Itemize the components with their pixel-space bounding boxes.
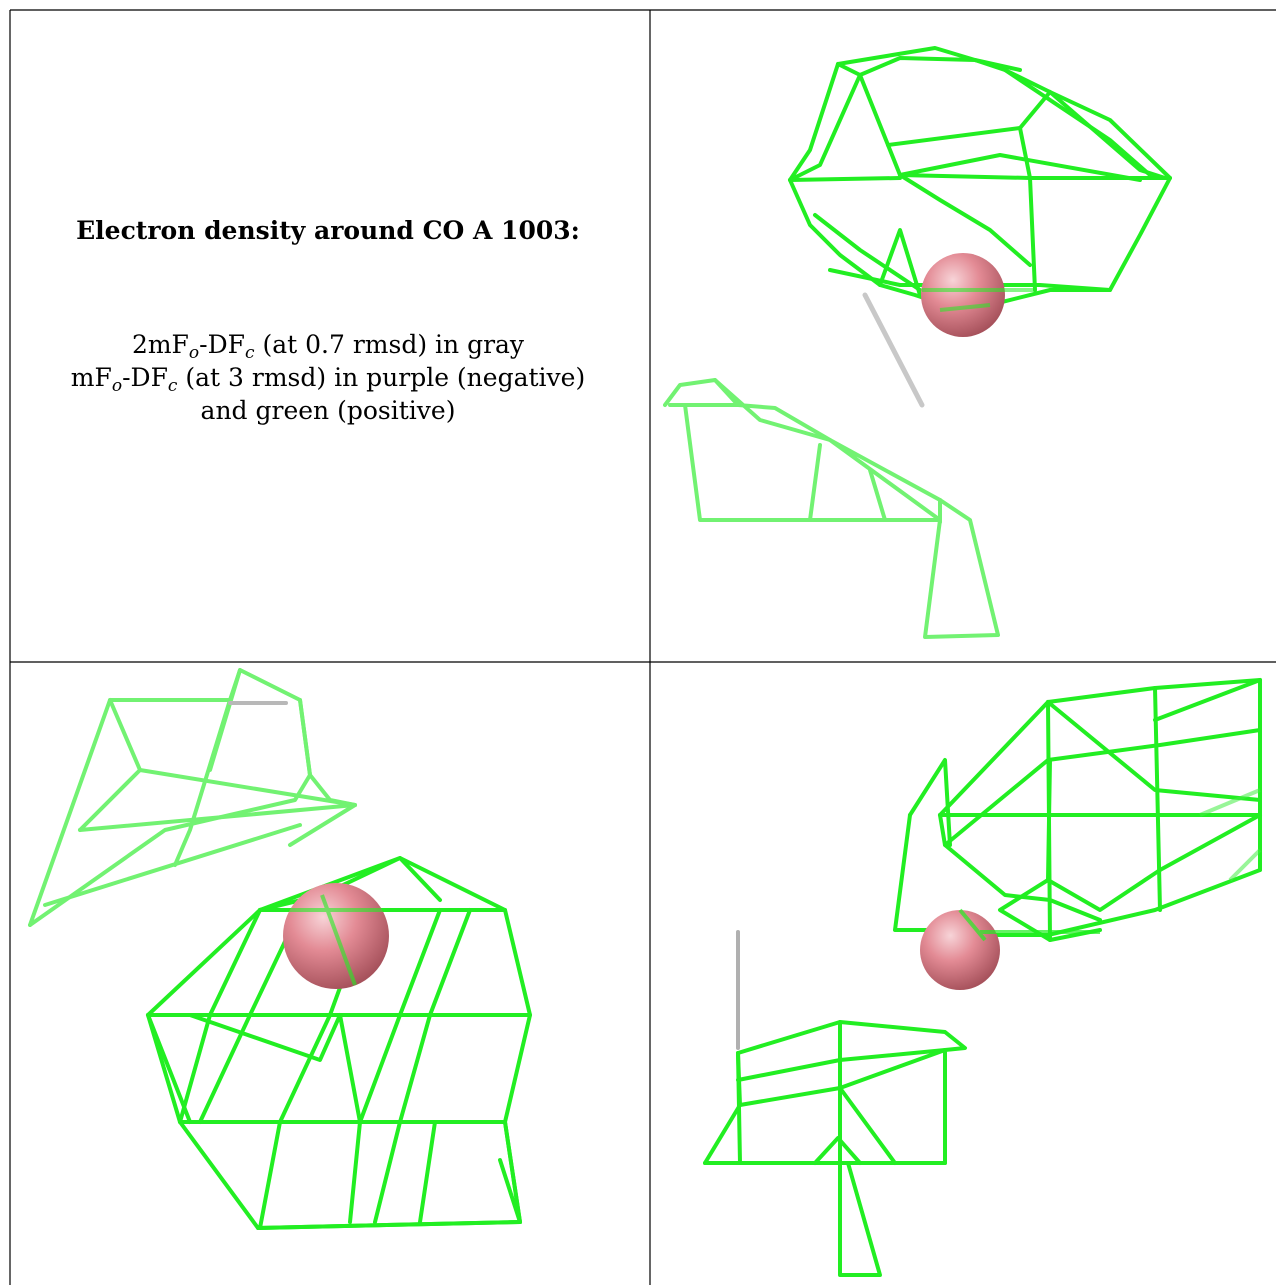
co-atom-sphere-bottom-right <box>920 910 1000 990</box>
table-grid <box>9 9 1276 1285</box>
mesh-lower-bottom-right <box>703 1020 967 1277</box>
co-atom-sphere-top-right <box>921 253 1005 337</box>
legend-line-2mfo: 2mFo-DFc (at 0.7 rmsd) in gray <box>131 330 525 363</box>
mesh-front-bottom-right <box>958 908 1100 942</box>
mesh-faded-top-right <box>663 378 1000 639</box>
mesh-positive-bottom-right <box>893 678 1262 942</box>
mesh-faded-bottom-left <box>28 668 357 927</box>
legend-line-colors: and green (positive) <box>200 396 456 425</box>
caption-panel: Electron density around CO A 1003: 2mFo-… <box>10 10 646 660</box>
bond-gray-top-right <box>862 292 925 408</box>
mesh-faded-bottom-right <box>1199 788 1262 882</box>
mesh-front-top-right <box>922 288 1035 312</box>
caption-title: Electron density around CO A 1003: <box>76 216 580 245</box>
caption-legend: 2mFo-DFc (at 0.7 rmsd) in gray mFo-DFc (… <box>10 328 646 427</box>
view-bottom-right <box>703 678 1262 1277</box>
mesh-front-bottom-left <box>283 894 390 986</box>
legend-line-mfo: mFo-DFc (at 3 rmsd) in purple (negative) <box>70 363 586 396</box>
view-bottom-left <box>28 668 532 1230</box>
view-top-right <box>663 46 1172 639</box>
